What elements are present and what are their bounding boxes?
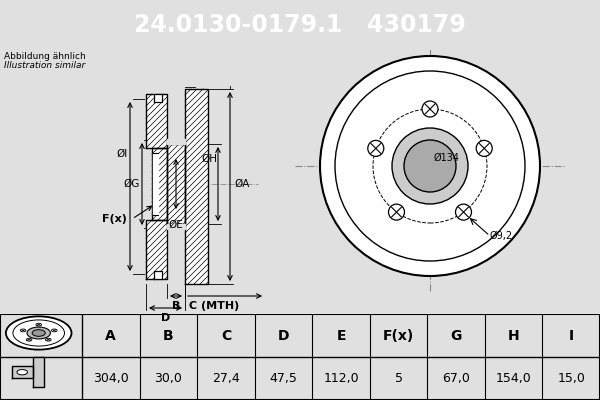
Circle shape	[36, 323, 41, 326]
Text: G: G	[451, 328, 462, 342]
Text: C (MTH): C (MTH)	[189, 301, 239, 311]
Polygon shape	[167, 139, 185, 144]
Circle shape	[32, 330, 45, 336]
Text: B: B	[172, 301, 180, 311]
Polygon shape	[167, 144, 185, 224]
Text: Ate: Ate	[381, 170, 459, 212]
Text: 30,0: 30,0	[154, 372, 182, 385]
Text: ØI: ØI	[117, 149, 128, 159]
Circle shape	[52, 329, 57, 332]
Text: Ø134: Ø134	[434, 153, 460, 163]
Polygon shape	[146, 220, 167, 279]
Polygon shape	[185, 89, 208, 284]
Text: Illustration similar: Illustration similar	[4, 61, 85, 70]
Circle shape	[388, 204, 404, 220]
Text: 67,0: 67,0	[442, 372, 470, 385]
Polygon shape	[152, 148, 167, 220]
Text: A: A	[106, 328, 116, 342]
Text: ØH: ØH	[201, 154, 217, 164]
Text: C: C	[221, 328, 231, 342]
Polygon shape	[154, 271, 162, 279]
Text: F(x): F(x)	[383, 328, 414, 342]
Circle shape	[455, 204, 472, 220]
Circle shape	[20, 329, 26, 332]
Circle shape	[6, 316, 71, 350]
Circle shape	[27, 327, 50, 339]
Circle shape	[392, 128, 468, 204]
Text: ØA: ØA	[234, 179, 250, 189]
Text: D: D	[161, 313, 170, 323]
Circle shape	[422, 101, 438, 117]
Text: 154,0: 154,0	[496, 372, 532, 385]
Circle shape	[404, 140, 456, 192]
Text: H: H	[508, 328, 520, 342]
Polygon shape	[153, 153, 158, 215]
Text: Ø9,2: Ø9,2	[490, 231, 513, 241]
Text: 112,0: 112,0	[323, 372, 359, 385]
Text: Abbildung ähnlich: Abbildung ähnlich	[4, 52, 86, 61]
Polygon shape	[34, 357, 44, 387]
Circle shape	[368, 140, 384, 156]
Text: 5: 5	[395, 372, 403, 385]
Polygon shape	[12, 366, 34, 378]
Polygon shape	[154, 94, 162, 102]
Text: 304,0: 304,0	[93, 372, 128, 385]
Text: 15,0: 15,0	[557, 372, 585, 385]
Text: F(x): F(x)	[102, 214, 127, 224]
Text: ØG: ØG	[124, 179, 140, 189]
Circle shape	[26, 338, 32, 341]
Text: I: I	[569, 328, 574, 342]
Text: E: E	[336, 328, 346, 342]
Circle shape	[476, 140, 492, 156]
Text: ØE: ØE	[169, 220, 184, 230]
Polygon shape	[146, 94, 167, 148]
Text: 27,4: 27,4	[212, 372, 240, 385]
Circle shape	[320, 56, 540, 276]
Text: 47,5: 47,5	[269, 372, 298, 385]
Text: 24.0130-0179.1   430179: 24.0130-0179.1 430179	[134, 13, 466, 37]
Circle shape	[46, 338, 51, 341]
Text: D: D	[278, 328, 289, 342]
Circle shape	[17, 370, 28, 375]
Text: B: B	[163, 328, 173, 342]
Polygon shape	[167, 224, 185, 229]
